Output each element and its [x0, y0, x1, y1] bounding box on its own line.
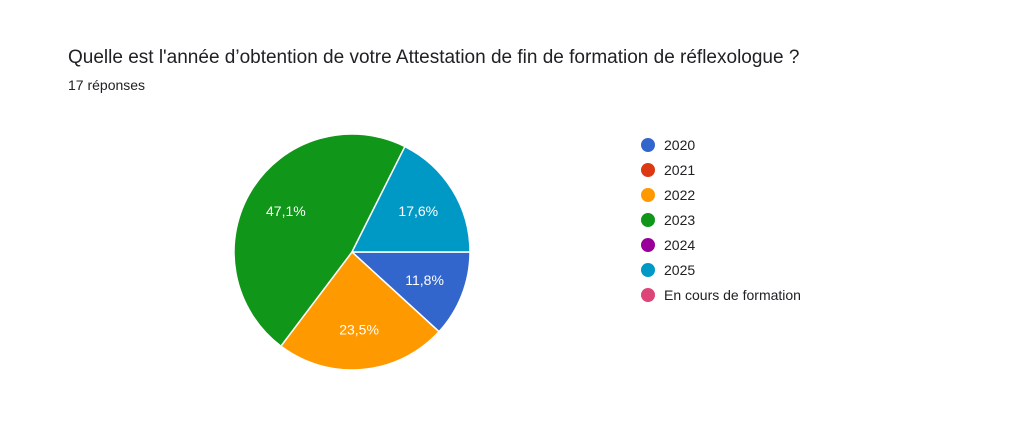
- legend-label: 2022: [664, 186, 696, 203]
- legend-swatch: [641, 262, 655, 277]
- legend-item-2021[interactable]: 2021: [641, 157, 801, 182]
- chart-legend: 2020 2021 2022 2023 2024 2025 En cours de form…: [641, 132, 801, 307]
- legend-label: 2020: [664, 136, 696, 153]
- legend-item-2020[interactable]: 2020: [641, 132, 801, 157]
- legend-label: En cours de formation: [664, 286, 801, 303]
- response-count: 17 réponses: [68, 77, 146, 93]
- legend-item-en-cours-de-formation[interactable]: En cours de formation: [641, 282, 801, 307]
- legend-swatch: [641, 212, 655, 227]
- legend-item-2024[interactable]: 2024: [641, 232, 801, 257]
- legend-label: 2024: [664, 236, 696, 253]
- legend-item-2025[interactable]: 2025: [641, 257, 801, 282]
- legend-label: 2023: [664, 211, 696, 228]
- legend-swatch: [641, 162, 655, 177]
- pie-slice-2022[interactable]: [279, 250, 441, 371]
- legend-label: 2021: [664, 161, 696, 178]
- legend-label: 2025: [664, 261, 696, 278]
- slice-label-2025: 17,6%: [398, 203, 438, 219]
- pie-slice-2025[interactable]: [350, 145, 471, 253]
- legend-swatch: [641, 137, 655, 152]
- slice-label-2023: 47,1%: [266, 203, 306, 219]
- legend-item-2022[interactable]: 2022: [641, 182, 801, 207]
- legend-item-2023[interactable]: 2023: [641, 207, 801, 232]
- pie-slice-2023[interactable]: [233, 133, 406, 348]
- question-title: Quelle est l'année d’obtention de votre …: [68, 47, 800, 68]
- legend-swatch: [641, 237, 655, 252]
- slice-label-2020: 11,8%: [405, 272, 444, 288]
- pie-slice-2020[interactable]: [350, 251, 471, 333]
- legend-swatch: [641, 287, 655, 302]
- legend-swatch: [641, 187, 655, 202]
- slice-label-2022: 23,5%: [339, 322, 379, 338]
